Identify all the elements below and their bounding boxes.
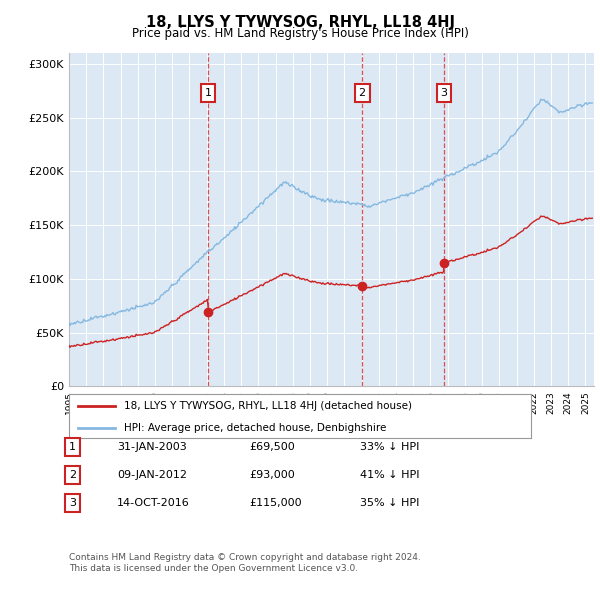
Text: 14-OCT-2016: 14-OCT-2016: [117, 499, 190, 508]
Text: 31-JAN-2003: 31-JAN-2003: [117, 442, 187, 451]
Text: £69,500: £69,500: [249, 442, 295, 451]
Text: 18, LLYS Y TYWYSOG, RHYL, LL18 4HJ (detached house): 18, LLYS Y TYWYSOG, RHYL, LL18 4HJ (deta…: [124, 401, 412, 411]
Text: HPI: Average price, detached house, Denbighshire: HPI: Average price, detached house, Denb…: [124, 423, 387, 433]
Text: £115,000: £115,000: [249, 499, 302, 508]
Text: This data is licensed under the Open Government Licence v3.0.: This data is licensed under the Open Gov…: [69, 564, 358, 573]
Text: Contains HM Land Registry data © Crown copyright and database right 2024.: Contains HM Land Registry data © Crown c…: [69, 553, 421, 562]
Text: 1: 1: [205, 88, 212, 98]
Text: 09-JAN-2012: 09-JAN-2012: [117, 470, 187, 480]
Text: 18, LLYS Y TYWYSOG, RHYL, LL18 4HJ: 18, LLYS Y TYWYSOG, RHYL, LL18 4HJ: [146, 15, 455, 30]
Text: 2: 2: [69, 470, 76, 480]
Text: 33% ↓ HPI: 33% ↓ HPI: [360, 442, 419, 451]
Text: 41% ↓ HPI: 41% ↓ HPI: [360, 470, 419, 480]
Text: £93,000: £93,000: [249, 470, 295, 480]
Text: 3: 3: [440, 88, 448, 98]
Text: 2: 2: [359, 88, 366, 98]
Text: 35% ↓ HPI: 35% ↓ HPI: [360, 499, 419, 508]
Text: Price paid vs. HM Land Registry's House Price Index (HPI): Price paid vs. HM Land Registry's House …: [131, 27, 469, 40]
Text: 3: 3: [69, 499, 76, 508]
Text: 1: 1: [69, 442, 76, 451]
